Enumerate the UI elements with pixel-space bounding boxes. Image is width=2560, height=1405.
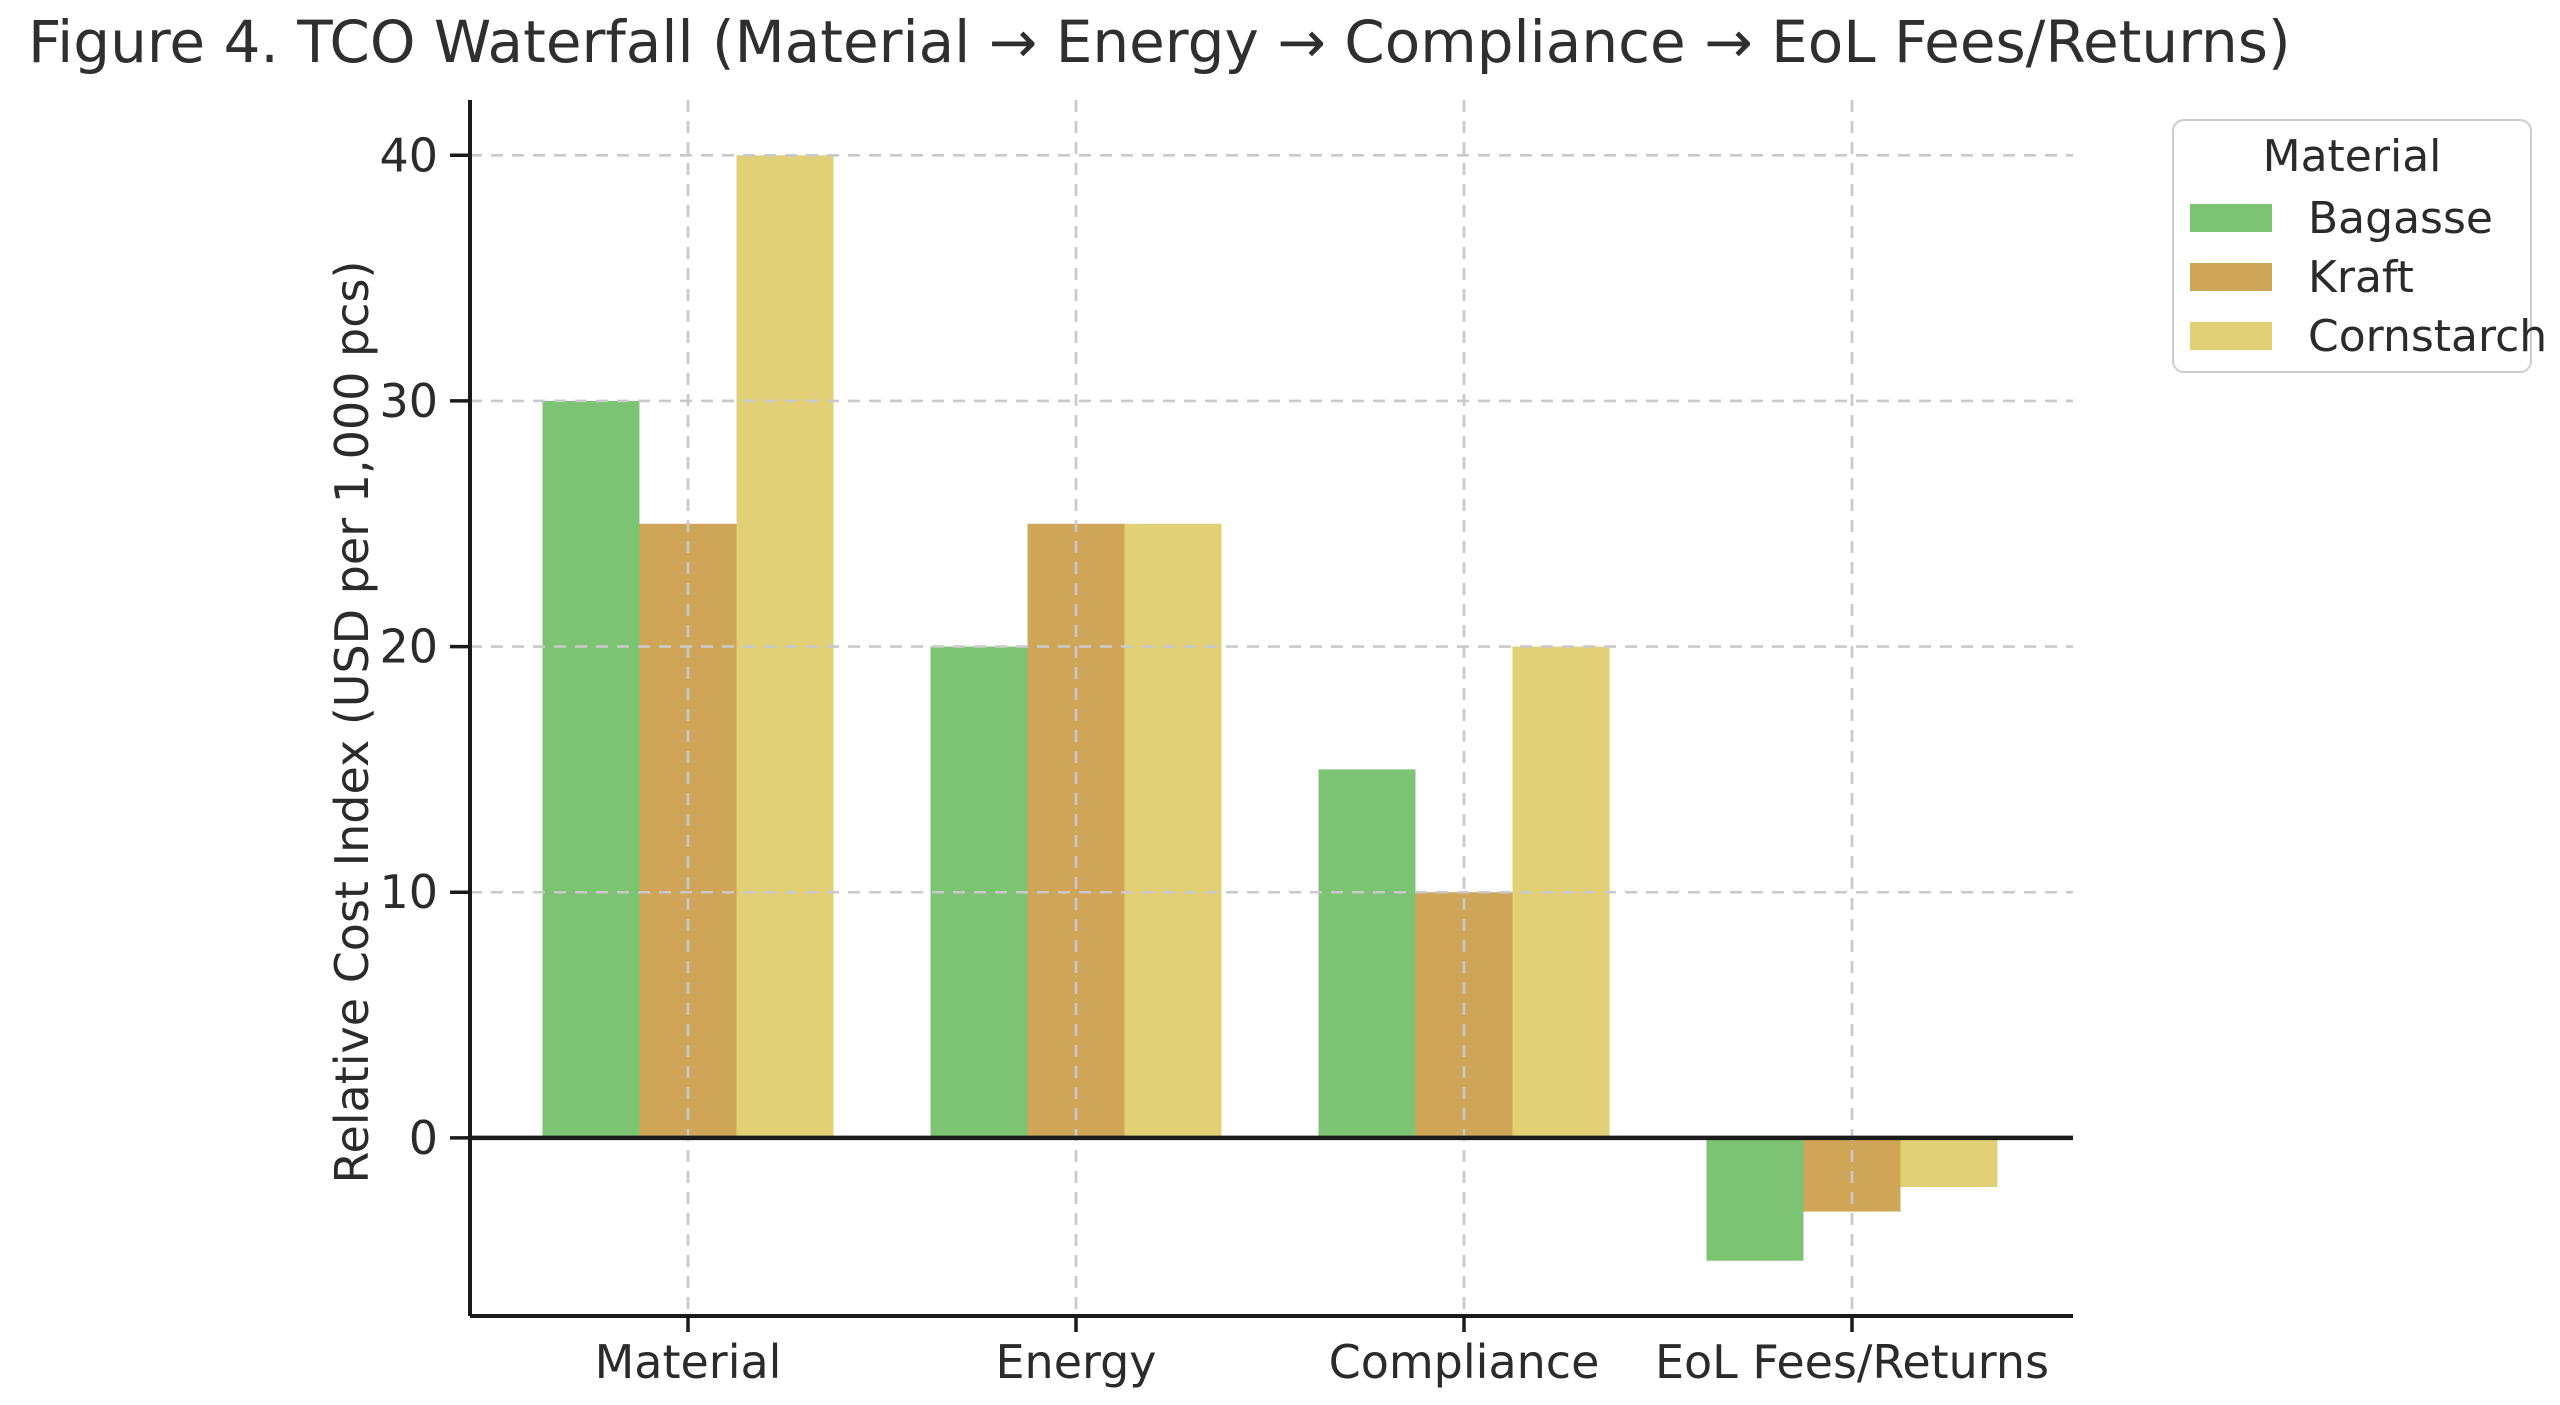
legend-item-cornstarch: Cornstarch bbox=[2188, 311, 2547, 362]
legend: Material Bagasse Kraft Cornstarch bbox=[2172, 119, 2547, 373]
x-tick-label-material: Material bbox=[595, 1335, 782, 1389]
x-tick-label-compliance: Compliance bbox=[1329, 1335, 1600, 1389]
x-tick-label-eol-fees-returns: EoL Fees/Returns bbox=[1655, 1335, 2049, 1389]
legend-item-kraft: Kraft bbox=[2188, 251, 2516, 303]
legend-title: Material bbox=[2262, 131, 2442, 182]
chart-title: Figure 4. TCO Waterfall (Material → Ener… bbox=[28, 8, 2291, 76]
bar-material-bagasse bbox=[542, 400, 640, 1138]
bar-eol-fees-returns-cornstarch bbox=[1900, 1137, 1998, 1188]
bar-compliance-bagasse bbox=[1318, 769, 1416, 1138]
y-tick-label-30: 30 bbox=[379, 374, 438, 428]
legend-label-cornstarch: Cornstarch bbox=[2308, 310, 2548, 362]
legend-swatch-bagasse bbox=[2190, 204, 2272, 233]
bar-energy-cornstarch bbox=[1124, 523, 1222, 1138]
y-tick-label-40: 40 bbox=[379, 128, 438, 182]
x-tick-label-energy: Energy bbox=[995, 1335, 1156, 1389]
legend-rows: Bagasse Kraft Cornstarch bbox=[2188, 192, 2547, 362]
legend-item-bagasse: Bagasse bbox=[2188, 192, 2516, 244]
legend-label-kraft: Kraft bbox=[2308, 251, 2414, 303]
y-tick-label-0: 0 bbox=[409, 1111, 438, 1165]
legend-swatch-kraft bbox=[2190, 263, 2272, 292]
y-tick-label-20: 20 bbox=[379, 620, 438, 674]
y-tick-label-10: 10 bbox=[379, 865, 438, 919]
bar-eol-fees-returns-bagasse bbox=[1706, 1137, 1804, 1261]
legend-swatch-cornstarch bbox=[2190, 322, 2272, 351]
legend-label-bagasse: Bagasse bbox=[2308, 192, 2493, 244]
